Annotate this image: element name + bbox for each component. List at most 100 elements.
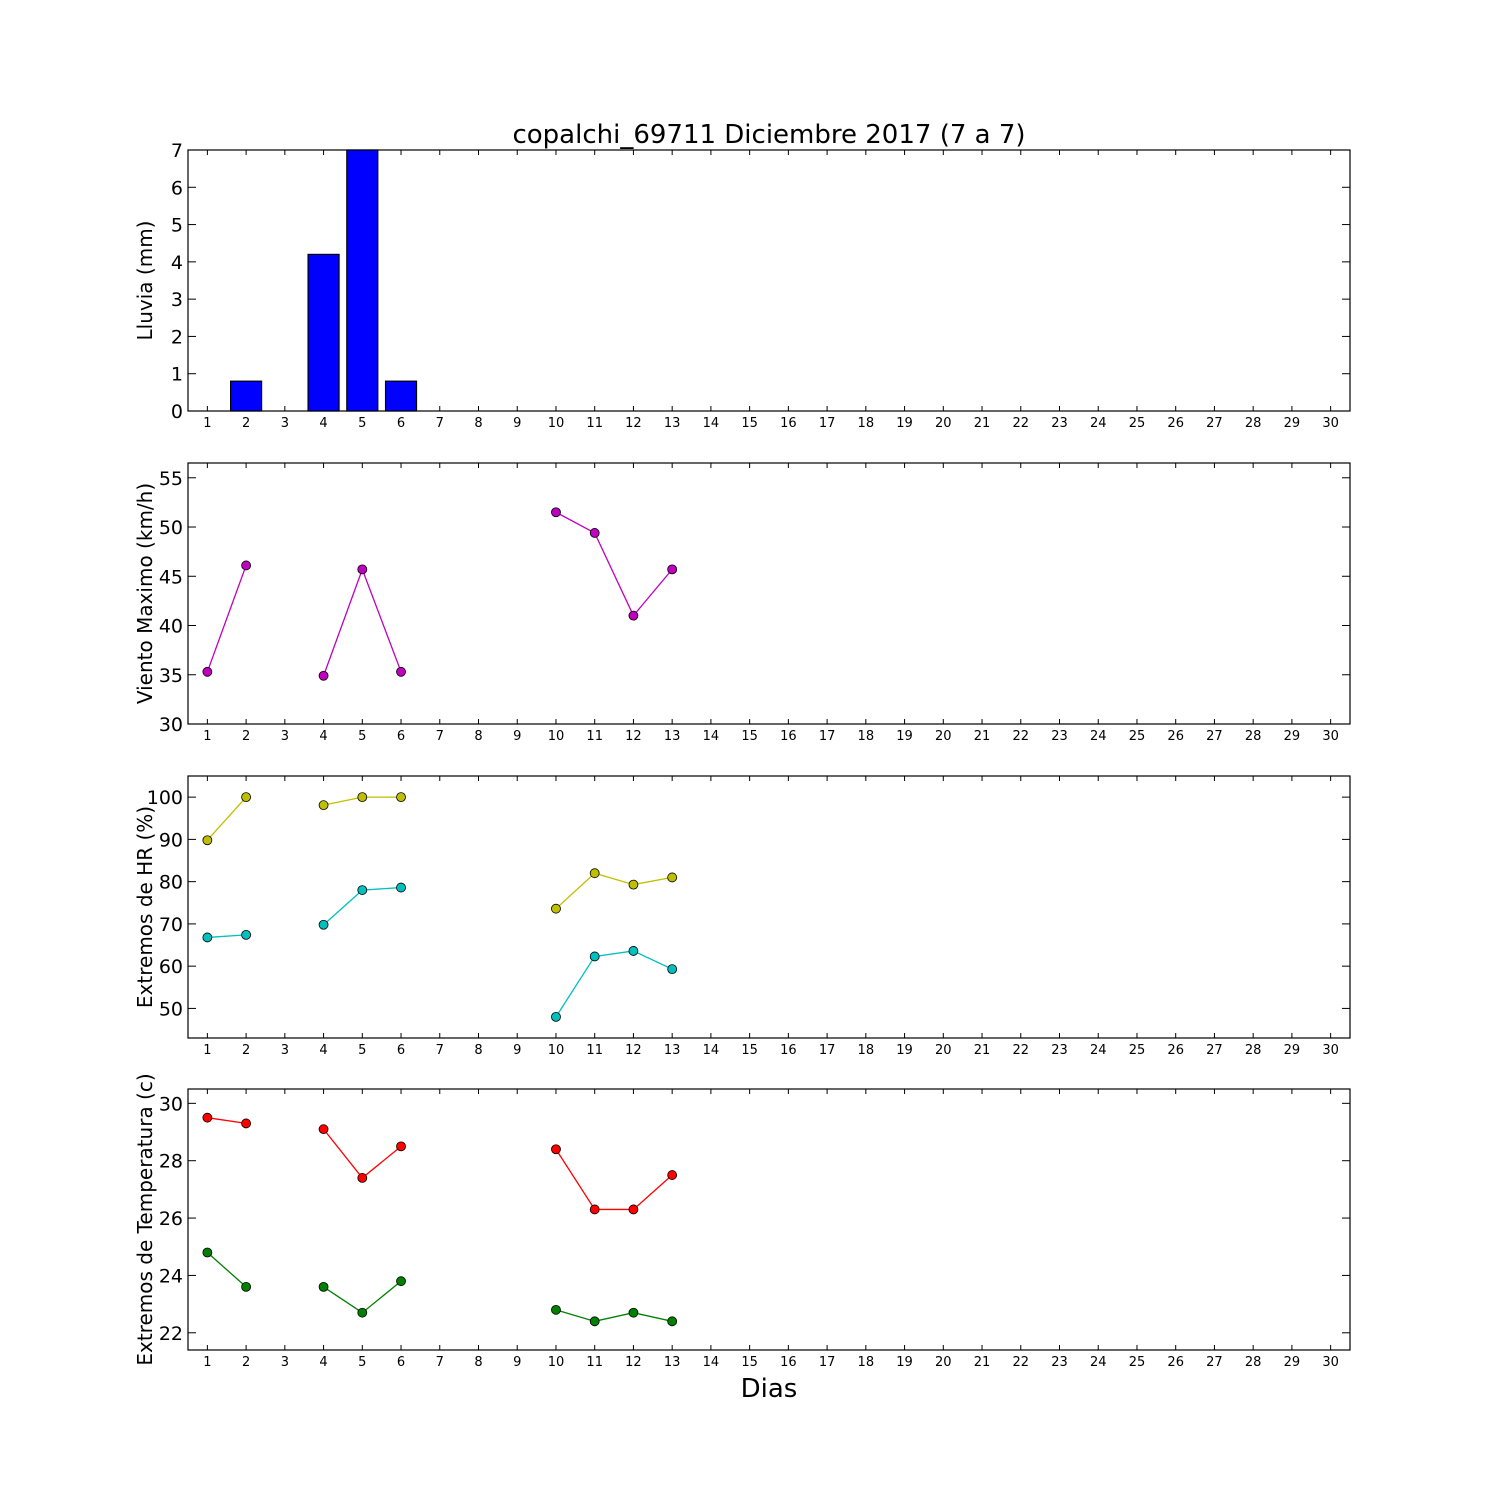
bar [230,380,263,412]
x-tick-label: 15 [741,1043,758,1058]
y-tick-label: 22 [159,1323,183,1345]
x-tick-label: 6 [397,416,405,431]
y-tick-label: 50 [159,998,183,1020]
y-tick-label: 90 [159,829,183,851]
data-point [396,882,406,893]
subplot-1: 1 2 3 4 5 6 7 8 9 10 11 12 13 14 15 16 17 18 19 20 21 22 23 24 2… [133,140,1351,431]
data-point [396,666,406,677]
x-tick-label: 1 [203,1355,211,1370]
x-tick-label: 2 [242,416,250,431]
x-tick-label: 17 [819,1043,836,1058]
x-tick-label: 3 [281,1355,289,1370]
data-point [318,1124,329,1135]
data-point [318,800,329,811]
x-tick-label: 24 [1090,729,1107,744]
data-point [202,932,213,943]
x-tick-label: 12 [625,1355,642,1370]
data-point [396,1276,406,1287]
data-point [667,872,678,883]
x-tick-label: 20 [935,416,952,431]
y-tick-label: 30 [159,1093,183,1115]
x-tick-label: 10 [548,729,565,744]
y-tick-label: 24 [159,1265,183,1287]
series [202,507,678,681]
x-tick-label: 12 [625,729,642,744]
x-tick-label: 19 [896,416,913,431]
x-tick-label: 29 [1284,1355,1301,1370]
x-tick-label: 19 [896,729,913,744]
subplot-2: 1 2 3 4 5 6 7 8 9 10 11 12 13 14 15 16 17 18 19 20 21 22 23 24 2… [133,462,1351,744]
x-tick-label: 7 [436,416,444,431]
y-tick-label: 80 [159,872,183,894]
x-tick-label: 2 [242,1355,250,1370]
x-tick-label: 4 [319,1355,327,1370]
y-tick-label: 28 [159,1151,183,1173]
x-tick-label: 19 [896,1355,913,1370]
x-tick-label: 2 [242,1043,250,1058]
x-tick-label: 27 [1206,416,1223,431]
x-tick-label: 2 [242,729,250,744]
x-tick-label: 9 [513,729,521,744]
y-tick-label: 70 [159,914,183,936]
x-tick-label: 14 [703,416,720,431]
data-point [357,1173,368,1183]
x-tick-label: 30 [1322,1043,1339,1058]
x-tick-label: 5 [358,416,366,431]
chart-title: copalchi_69711 Diciembre 2017 (7 a 7) [512,120,1025,150]
x-tick-label: 4 [319,416,327,431]
x-tick-label: 22 [1012,1355,1029,1370]
data-point [628,1204,639,1215]
x-tick-label: 18 [858,1043,875,1058]
data-point [551,507,561,518]
data-point [589,1316,600,1327]
series [202,882,678,1022]
x-tick-label: 1 [203,416,211,431]
y-tick-label: 2 [171,326,183,348]
axes-frame [187,149,1351,412]
x-tick-label: 15 [741,1355,758,1370]
x-tick-label: 28 [1245,729,1262,744]
data-point [551,1144,561,1155]
x-tick-label: 26 [1167,729,1184,744]
axes-frame [187,1088,1351,1351]
x-tick-label: 16 [780,1355,797,1370]
x-tick-label: 9 [513,416,521,431]
y-tick-label: 3 [171,289,183,311]
series-line [206,565,247,673]
data-point [318,919,329,930]
x-tick-label: 6 [397,729,405,744]
subplots: 1 2 3 4 5 6 7 8 9 10 11 12 13 14 15 16 17 18 19 20 21 22 23 24 2… [133,140,1351,1370]
x-tick-label: 22 [1012,1043,1029,1058]
y-tick-label: 0 [171,401,183,423]
x-tick-label: 14 [703,729,720,744]
x-tick-label: 24 [1090,1355,1107,1370]
subplot-4: 1 2 3 4 5 6 7 8 9 10 11 12 13 14 15 16 17 18 19 20 21 22 23 24 2… [133,1073,1351,1370]
x-tick-label: 30 [1322,729,1339,744]
series-line [555,872,673,910]
y-axis-label: Viento Maximo (km/h) [133,483,157,704]
data-point [551,1304,561,1315]
x-tick-label: 9 [513,1043,521,1058]
subplot-3: 1 2 3 4 5 6 7 8 9 10 11 12 13 14 15 16 17 18 19 20 21 22 23 24 2… [133,775,1351,1058]
bar [384,380,418,412]
x-tick-label: 18 [858,416,875,431]
plot-area [202,1112,678,1327]
y-tick-label: 55 [159,468,183,490]
series [202,1112,678,1215]
data-point [628,879,639,890]
x-tick-label: 21 [974,416,991,431]
y-tick-label: 35 [159,665,183,687]
x-tick-label: 1 [203,729,211,744]
series [202,1247,678,1327]
y-tick-label: 5 [171,215,183,237]
x-tick-label: 5 [358,1355,366,1370]
x-tick-label: 29 [1284,1043,1301,1058]
y-tick-label: 7 [171,140,183,162]
y-tick-label: 60 [159,956,183,978]
data-point [589,528,600,538]
x-tick-label: 7 [436,1355,444,1370]
x-tick-label: 3 [281,729,289,744]
x-tick-label: 3 [281,416,289,431]
data-point [357,1307,368,1318]
x-tick-label: 23 [1051,729,1068,744]
